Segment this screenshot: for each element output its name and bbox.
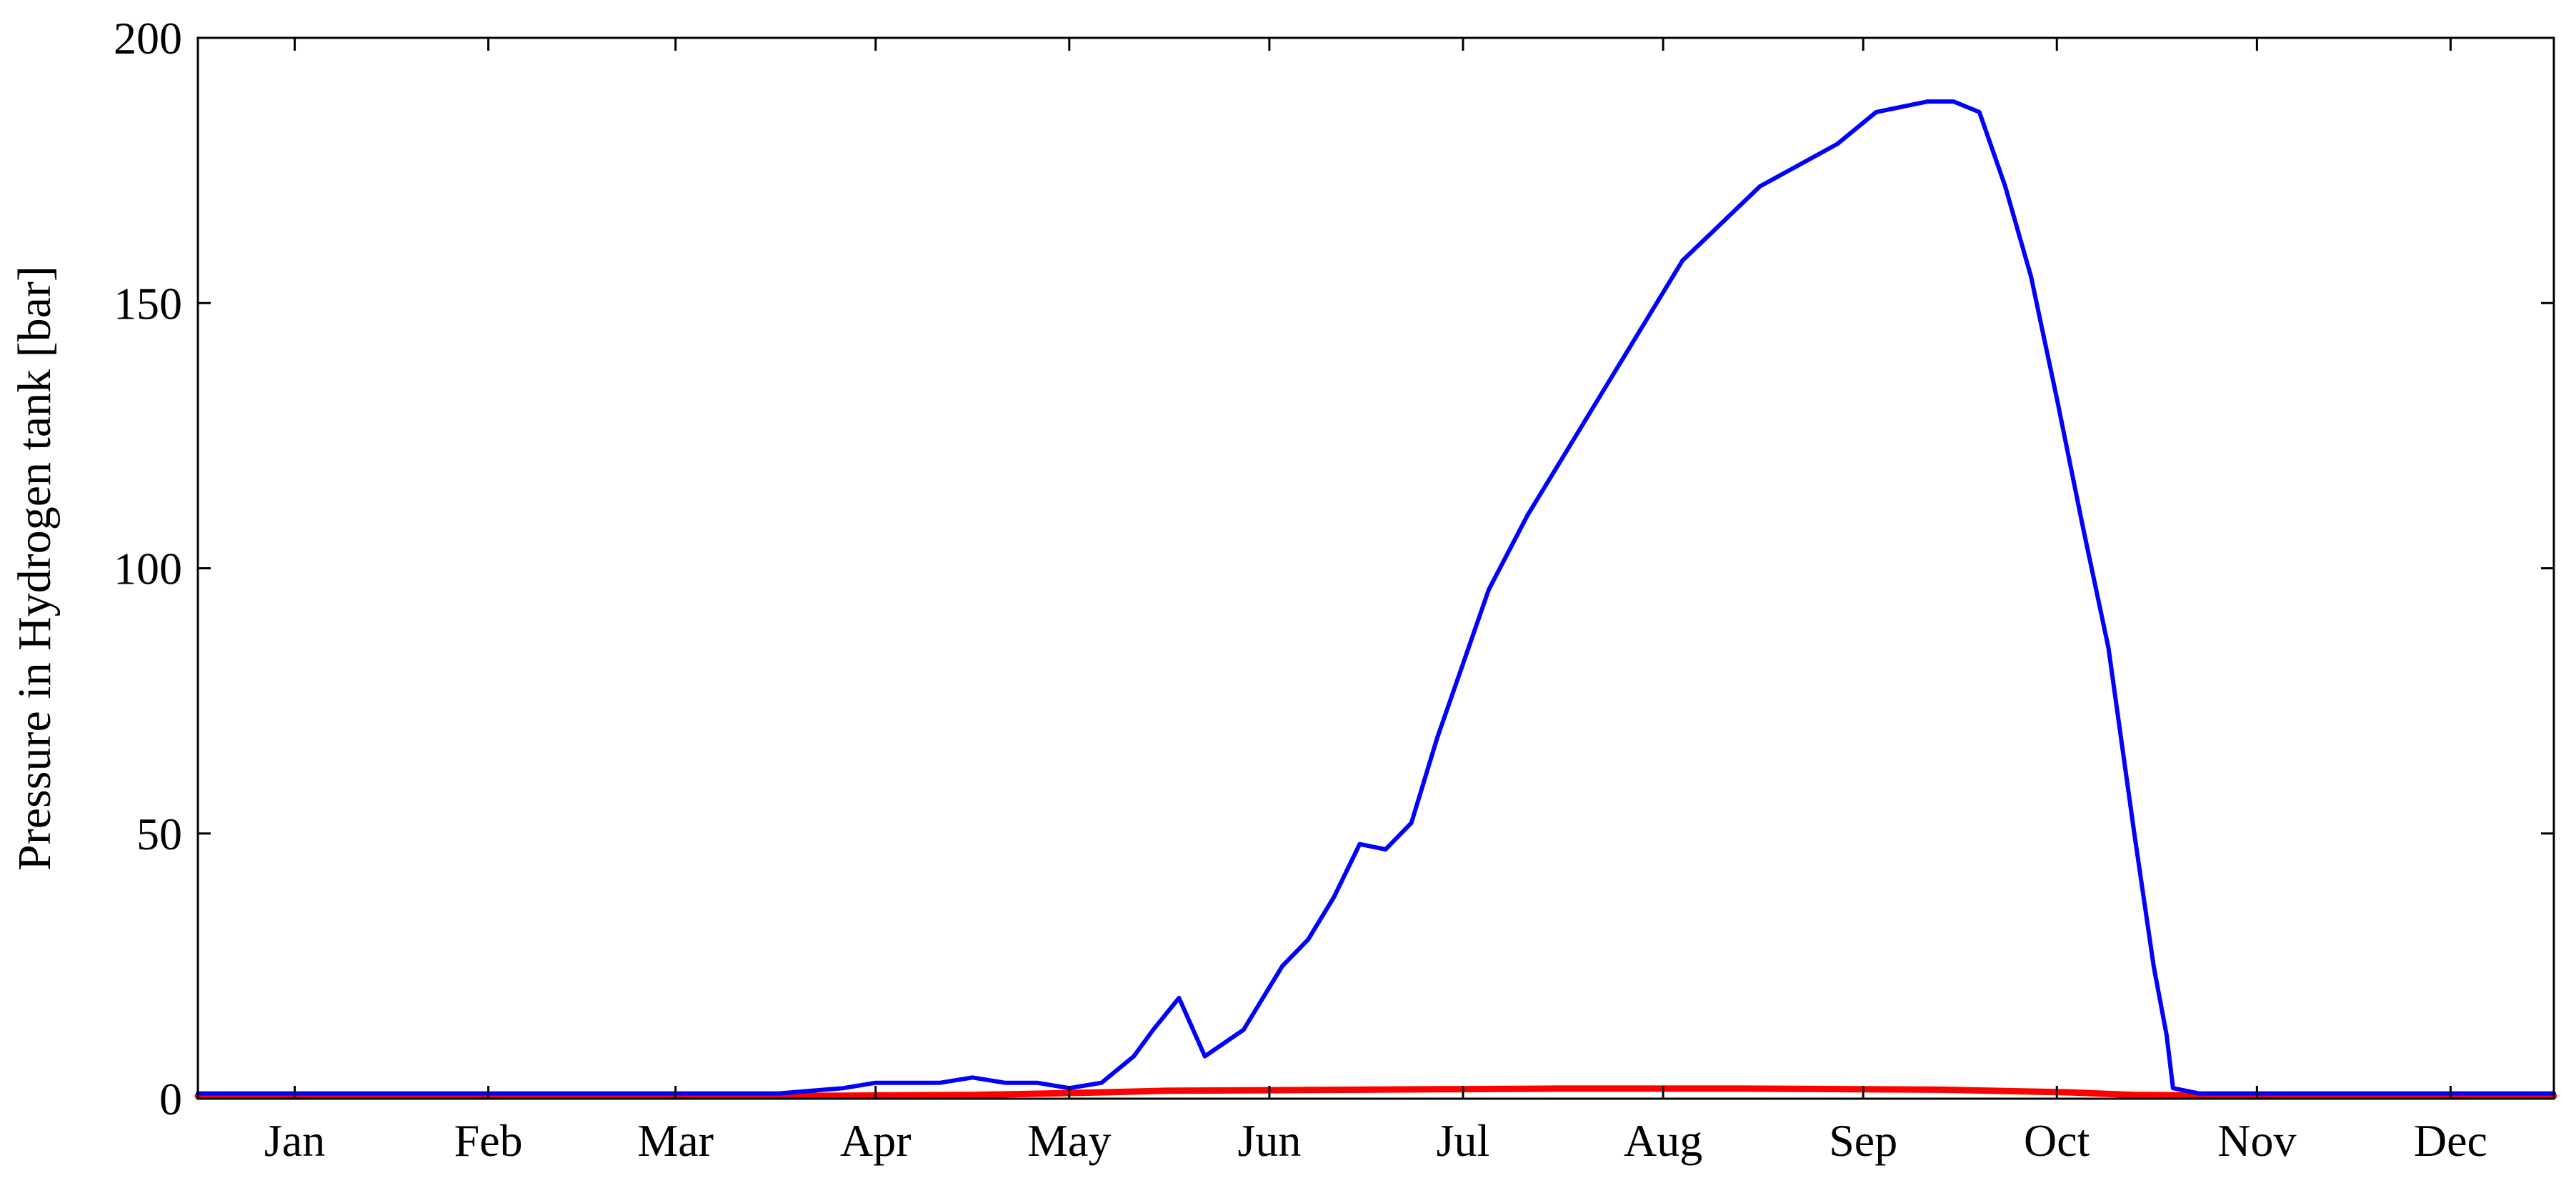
x-tick-label: Jun (1237, 1115, 1301, 1166)
x-tick-label: Mar (637, 1115, 714, 1166)
x-tick-label: Apr (840, 1115, 912, 1166)
x-tick-label: Aug (1624, 1115, 1702, 1166)
y-tick-label: 50 (136, 809, 182, 859)
x-tick-label: Jul (1437, 1115, 1490, 1166)
y-tick-label: 0 (159, 1074, 182, 1124)
x-tick-label: Nov (2217, 1115, 2296, 1166)
series-layer (194, 99, 2557, 1099)
x-tick-label: May (1027, 1115, 1111, 1166)
y-tick-label: 150 (114, 278, 182, 329)
y-tick-label: 200 (114, 13, 182, 64)
x-tick-label: Oct (2024, 1115, 2090, 1166)
x-tick-label: Sep (1829, 1115, 1897, 1166)
x-tick-label: Dec (2414, 1115, 2487, 1166)
x-tick-label: Feb (454, 1115, 523, 1166)
axis-layer: 0 50 100 150 200 Jan Feb Mar Apr May Jun Jul Aug Sep O… (114, 13, 2554, 1166)
y-tick-label: 100 (114, 544, 182, 594)
x-tick-label: Jan (264, 1115, 325, 1166)
y-axis-title: Pressure in Hydrogen tank [bar] (9, 266, 61, 871)
series-line-1 (196, 99, 2556, 1096)
series-line-2 (194, 1085, 2557, 1099)
